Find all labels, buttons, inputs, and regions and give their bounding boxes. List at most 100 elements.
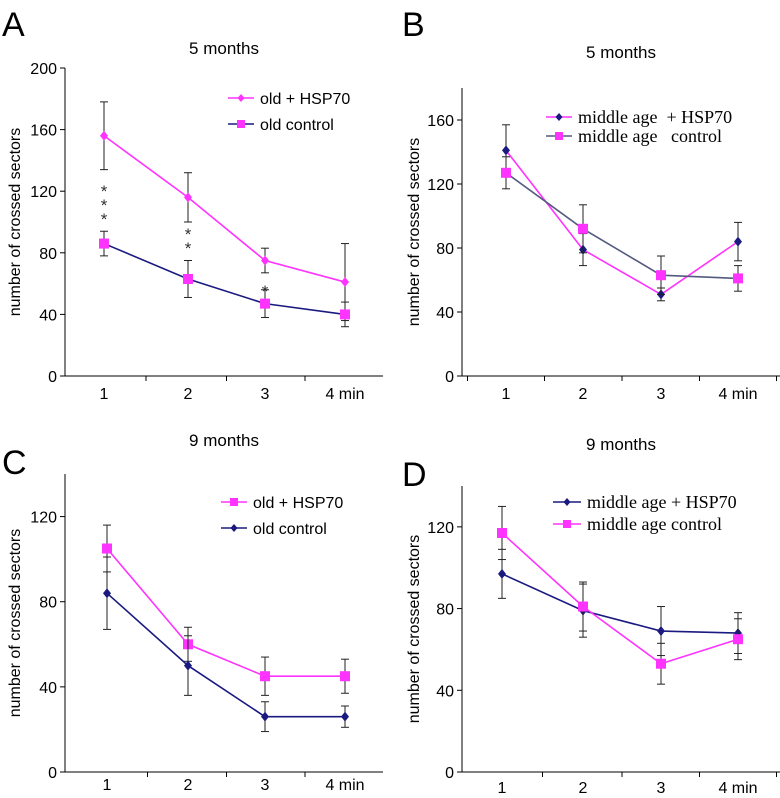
x-tick-label: 2 — [579, 780, 588, 797]
series-line — [505, 149, 739, 296]
data-point-diamond — [184, 660, 192, 671]
y-axis-label: number of crossed sectors — [406, 138, 423, 327]
series-1 — [502, 124, 742, 302]
series-line — [501, 573, 739, 634]
legend: old + HSP70 old control — [228, 91, 350, 134]
legend-label: old + HSP70 — [253, 495, 343, 512]
series-line — [106, 547, 345, 678]
series-line — [103, 242, 346, 316]
x-tick-label: 3 — [657, 386, 666, 403]
series-line — [501, 532, 739, 665]
x-tick-label: 2 — [184, 777, 193, 794]
x-tick-label: 4 min — [325, 777, 364, 794]
legend-marker-diamond — [237, 94, 245, 102]
y-tick-label: 40 — [39, 307, 57, 324]
series-1 — [100, 101, 349, 322]
series-2 — [497, 505, 743, 685]
data-point-square — [578, 601, 588, 612]
data-point-square — [497, 527, 507, 538]
chart-panel-d: D 9 months number of crossed sectors 0 40 80 1… — [402, 435, 780, 797]
legend-marker-square — [230, 498, 238, 506]
x-tick-label: 1 — [498, 780, 507, 797]
data-point-square — [656, 658, 666, 669]
series-line — [505, 172, 739, 280]
significance-star: * — [185, 239, 192, 258]
y-axis-label: number of crossed sectors — [7, 128, 24, 317]
chart-panel-a: A 5 months number of crossed sectors 0 40 80 1… — [2, 6, 383, 403]
y-tick-label: 160 — [427, 113, 454, 130]
y-tick-label: 0 — [48, 765, 57, 782]
significance-star: * — [101, 196, 108, 215]
legend-label: old + HSP70 — [260, 91, 350, 108]
chart-title: 5 months — [189, 39, 259, 58]
legend-marker-square — [555, 132, 563, 140]
series-2 — [103, 556, 349, 733]
data-point-square — [260, 298, 270, 309]
y-tick-label: 0 — [445, 369, 454, 386]
data-point-diamond — [184, 192, 192, 203]
data-point-square — [733, 273, 743, 284]
y-tick-label: 0 — [445, 765, 454, 782]
y-tick-label: 80 — [436, 602, 454, 619]
data-point-diamond — [502, 145, 510, 156]
x-tick-label: 2 — [184, 386, 193, 403]
data-point-diamond — [261, 711, 269, 722]
series-2 — [501, 156, 743, 295]
x-tick-label: 4 min — [718, 780, 757, 797]
panel-label: A — [2, 6, 25, 44]
significance-star: * — [262, 282, 269, 301]
data-point-square — [260, 671, 270, 682]
chart-title: 9 months — [586, 435, 656, 454]
y-tick-label: 120 — [427, 520, 454, 537]
series-1 — [498, 548, 742, 657]
y-tick-label: 120 — [30, 510, 57, 527]
significance-star: * — [185, 225, 192, 244]
x-tick-label: 1 — [100, 386, 109, 403]
x-tick-label: 1 — [103, 777, 112, 794]
x-tick-label: 2 — [579, 386, 588, 403]
data-point-square — [501, 167, 511, 178]
legend-marker-diamond — [230, 524, 238, 532]
data-point-diamond — [498, 568, 506, 579]
legend-label: middle age control — [587, 514, 722, 534]
y-tick-label: 160 — [30, 123, 57, 140]
y-tick-label: 200 — [30, 61, 57, 78]
x-tick-label: 4 min — [325, 386, 364, 403]
data-point-square — [340, 671, 350, 682]
y-tick-label: 120 — [427, 177, 454, 194]
data-point-diamond — [261, 255, 269, 266]
y-tick-label: 80 — [39, 246, 57, 263]
chart-panel-b: B 5 months number of crossed sectors 0 40 80 1… — [402, 6, 780, 403]
y-tick-label: 40 — [436, 683, 454, 700]
x-tick-label: 4 min — [718, 386, 757, 403]
chart-panel-c: C 9 months number of crossed sectors 0 40 80 1… — [2, 431, 383, 794]
legend-label: middle age + HSP70 — [587, 492, 737, 512]
data-point-square — [656, 270, 666, 281]
legend-marker-diamond — [555, 113, 563, 121]
legend-marker-diamond — [563, 498, 571, 506]
panel-label: D — [402, 456, 427, 494]
x-tick-label: 3 — [657, 780, 666, 797]
panel-label: B — [402, 6, 425, 44]
data-point-diamond — [734, 236, 742, 247]
data-point-square — [578, 223, 588, 234]
series-2 — [99, 230, 350, 328]
y-tick-label: 80 — [436, 241, 454, 258]
series-1 — [102, 524, 350, 696]
significance-star: * — [101, 182, 108, 201]
legend: old + HSP70 old control — [221, 495, 343, 538]
legend-label: middle age + HSP70 — [578, 107, 732, 127]
y-tick-label: 120 — [30, 184, 57, 201]
data-point-diamond — [657, 626, 665, 637]
y-tick-label: 80 — [39, 595, 57, 612]
data-point-square — [183, 273, 193, 284]
data-point-square — [102, 543, 112, 554]
y-axis-label: number of crossed sectors — [406, 535, 423, 724]
legend-marker-square — [563, 520, 571, 528]
panel-label: C — [2, 444, 27, 482]
x-tick-label: 1 — [502, 386, 511, 403]
x-tick-label: 3 — [261, 386, 270, 403]
